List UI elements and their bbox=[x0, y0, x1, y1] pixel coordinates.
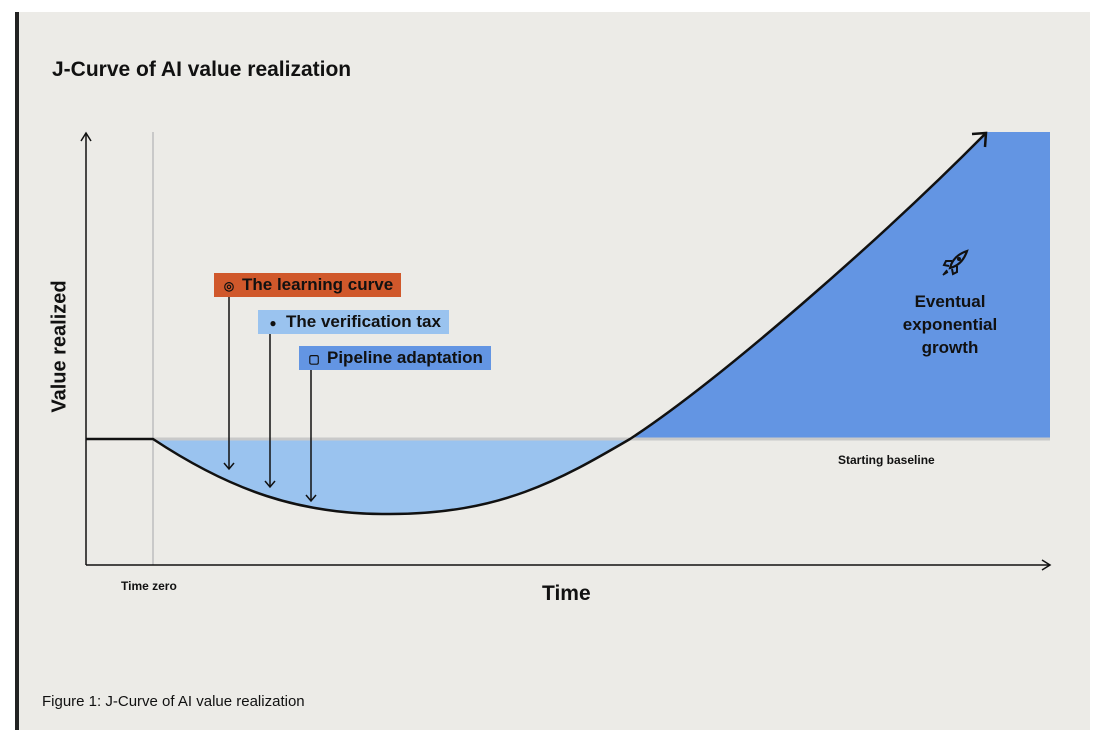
growth-label: Eventual exponential growth bbox=[880, 290, 1020, 359]
y-axis-arrowhead bbox=[80, 131, 92, 142]
x-axis-arrowhead bbox=[1041, 559, 1052, 571]
pipeline-adaptation-arrowhead bbox=[305, 494, 317, 503]
j-curve-arrowhead bbox=[971, 131, 988, 148]
pipeline-adaptation-text: Pipeline adaptation bbox=[327, 348, 483, 367]
x-axis-label: Time bbox=[542, 582, 591, 605]
dip-area bbox=[153, 439, 630, 515]
j-curve-line bbox=[86, 133, 986, 516]
learning-curve-label: ◎ The learning curve bbox=[214, 273, 402, 297]
verification-tax-label: ● The verification tax bbox=[258, 310, 449, 334]
sparkle-square-icon: ▢ bbox=[308, 352, 320, 366]
figure-caption: Figure 1: J-Curve of AI value realizatio… bbox=[42, 693, 305, 710]
pills-icon: ● bbox=[269, 316, 277, 330]
growth-line-2: exponential bbox=[902, 315, 998, 334]
left-accent-bar bbox=[15, 12, 19, 730]
figure-title: J-Curve of AI value realization bbox=[52, 58, 352, 81]
verification-tax-arrowhead bbox=[264, 480, 276, 489]
learning-curve-text: The learning curve bbox=[242, 275, 394, 294]
head-spiral-icon: ◎ bbox=[223, 279, 235, 293]
time-zero-label: Time zero bbox=[121, 579, 177, 593]
starting-baseline-label: Starting baseline bbox=[838, 453, 935, 467]
growth-area bbox=[630, 132, 1050, 439]
verification-tax-text: The verification tax bbox=[286, 312, 441, 331]
growth-line-1: Eventual bbox=[914, 292, 986, 311]
rocket-icon bbox=[942, 249, 969, 276]
learning-curve-arrowhead bbox=[223, 462, 235, 471]
pipeline-adaptation-label: ▢ Pipeline adaptation bbox=[299, 346, 491, 370]
y-axis-label: Value realized bbox=[48, 280, 71, 413]
growth-line-3: growth bbox=[921, 338, 979, 357]
